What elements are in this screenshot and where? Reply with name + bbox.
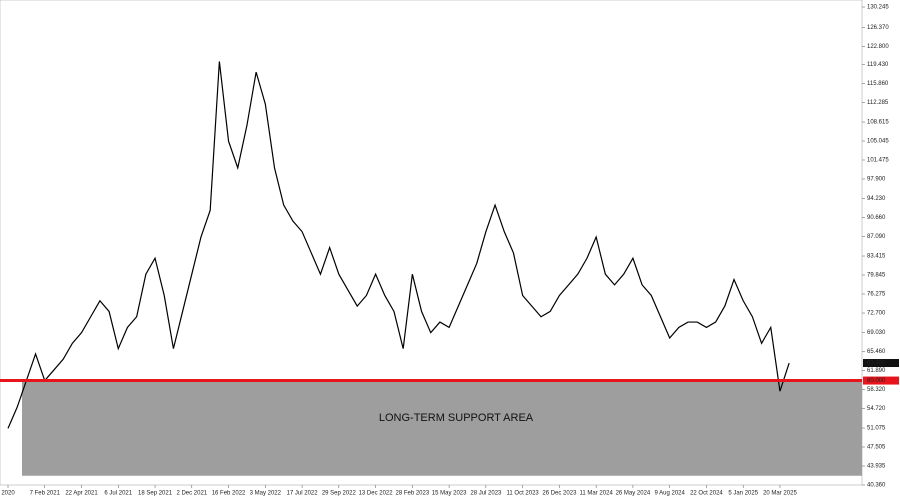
x-tick-label: 28 Feb 2023 — [396, 491, 430, 497]
x-tick-label: 15 May 2023 — [432, 491, 467, 497]
x-tick-label: 6 Jul 2021 — [104, 491, 132, 497]
y-tick-label: 122.800 — [867, 44, 889, 50]
x-tick-label: 18 Sep 2021 — [138, 491, 173, 497]
y-tick-label: 112.285 — [867, 100, 889, 106]
y-tick-label: 87.090 — [867, 234, 886, 240]
support-level-box — [863, 376, 899, 385]
x-tick-label: 5 Jan 2025 — [728, 491, 758, 497]
y-tick-label: 108.615 — [867, 120, 889, 126]
y-tick-label: 130.245 — [867, 5, 889, 11]
y-tick-label: 97.900 — [867, 177, 886, 183]
x-tick-label: 22 Apr 2021 — [65, 491, 98, 497]
x-tick-label: 11 Oct 2023 — [507, 491, 540, 497]
y-tick-label: 54.720 — [867, 406, 886, 412]
last-price-box — [863, 359, 899, 368]
support-level-label: 60.000 — [867, 378, 886, 384]
y-tick-label: 72.700 — [867, 311, 886, 317]
x-tick-label: 22 Oct 2024 — [690, 491, 723, 497]
y-tick-label: 90.660 — [867, 215, 886, 221]
support-area — [22, 380, 862, 476]
y-tick-label: 58.320 — [867, 387, 886, 393]
last-price-label: 63.300 — [867, 361, 886, 367]
x-tick-label: 20 Mar 2025 — [763, 491, 797, 497]
x-tick-label: 26 May 2024 — [616, 491, 651, 497]
y-tick-label: 83.415 — [867, 254, 886, 260]
x-tick-label: 9 Aug 2024 — [654, 491, 685, 497]
y-tick-label: 43.935 — [867, 464, 886, 470]
y-tick-label: 69.030 — [867, 330, 886, 336]
x-tick-label: 28 Jul 2023 — [470, 491, 502, 497]
x-tick-label: 7 Feb 2021 — [30, 491, 61, 497]
y-tick-label: 79.845 — [867, 273, 886, 279]
y-tick-label: 101.475 — [867, 158, 889, 164]
y-tick-label: 94.230 — [867, 196, 886, 202]
y-tick-label: 76.275 — [867, 292, 886, 298]
y-tick-label: 40.360 — [867, 483, 886, 489]
y-tick-label: 47.505 — [867, 445, 886, 451]
price-line — [7, 61, 790, 429]
y-tick-label: 115.860 — [867, 81, 889, 87]
x-tick-label: 17 Jul 2022 — [287, 491, 319, 497]
x-tick-label: 2 Dec 2021 — [176, 491, 207, 497]
y-tick-label: 51.075 — [867, 426, 886, 432]
y-tick-label: 65.460 — [867, 349, 886, 355]
x-tick-label: 3 May 2022 — [250, 491, 282, 497]
x-tick-label: 13 Dec 2022 — [359, 491, 394, 497]
y-tick-label: 61.890 — [867, 368, 886, 374]
y-tick-label: 126.370 — [867, 25, 889, 31]
x-tick-label: 11 Mar 2024 — [580, 491, 614, 497]
support-area-label: LONG-TERM SUPPORT AREA — [379, 412, 534, 424]
x-tick-label: 2020 — [1, 491, 15, 497]
x-tick-label: 16 Feb 2022 — [212, 491, 246, 497]
x-tick-label: 26 Dec 2023 — [542, 491, 577, 497]
y-tick-label: 105.045 — [867, 139, 889, 145]
x-tick-label: 29 Sep 2022 — [322, 491, 357, 497]
y-tick-label: 119.430 — [867, 62, 889, 68]
